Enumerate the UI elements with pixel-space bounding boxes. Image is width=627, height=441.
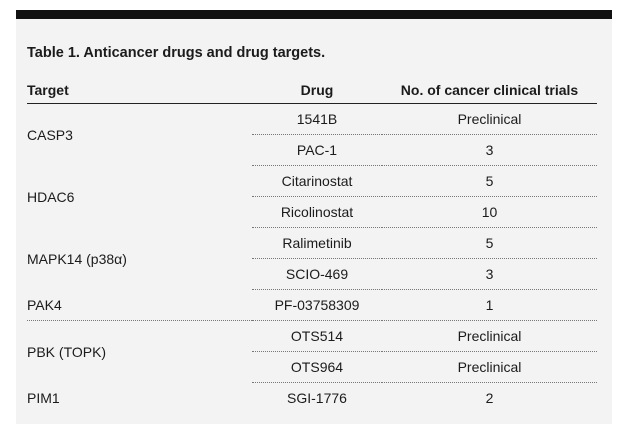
target-cell: MAPK14 (p38α) [27, 250, 127, 267]
trials-cell: 5 [382, 227, 597, 259]
drug-cell: SGI-1776 [287, 390, 347, 407]
trials-cell: Preclinical [382, 103, 597, 135]
trials-cell: Preclinical [382, 320, 597, 352]
target-cell: HDAC6 [27, 188, 75, 205]
table-row: PAK4 PF-03758309 1 [27, 289, 597, 321]
target-cell: CASP3 [27, 126, 73, 143]
trials-cell: 5 [382, 165, 597, 197]
table-row: PAC-1 3 [27, 134, 597, 166]
target-cell: PIM1 [27, 390, 60, 406]
trials-cell: 1 [382, 289, 597, 321]
drug-cell: Ralimetinib [252, 227, 382, 259]
table-row: OTS964 Preclinical [27, 351, 597, 383]
drug-cell: Citarinostat [252, 165, 382, 197]
drug-cell: PF-03758309 [252, 289, 382, 321]
table-row: PIM1 SGI-1776 2 [27, 383, 597, 414]
drug-cell: PAC-1 [252, 134, 382, 166]
drug-cell: Ricolinostat [252, 196, 382, 228]
header-trials: No. of cancer clinical trials [382, 77, 597, 104]
header-drug: Drug [252, 77, 382, 104]
trials-cell: 10 [382, 196, 597, 228]
table-row: Ricolinostat 10 [27, 196, 597, 228]
table-card: Table 1. Anticancer drugs and drug targe… [16, 10, 612, 424]
table-row: HDAC6 Citarinostat 5 [27, 165, 597, 205]
target-cell: PAK4 [27, 289, 252, 321]
drug-cell: 1541B [252, 103, 382, 135]
header-target: Target [27, 77, 252, 104]
trials-cell: 3 [382, 258, 597, 290]
drug-cell: OTS964 [252, 351, 382, 383]
table-row: CASP3 1541B Preclinical [27, 103, 597, 143]
trials-cell: 3 [382, 134, 597, 166]
trials-cell: 2 [485, 390, 494, 407]
table-header-row: Target Drug No. of cancer clinical trial… [27, 77, 597, 104]
drug-target-table: Target Drug No. of cancer clinical trial… [27, 77, 597, 414]
table-row: SCIO-469 3 [27, 258, 597, 290]
table-row: MAPK14 (p38α) Ralimetinib 5 [27, 227, 597, 267]
drug-cell: OTS514 [252, 320, 382, 352]
table-caption: Table 1. Anticancer drugs and drug targe… [27, 45, 326, 61]
target-cell: PBK (TOPK) [27, 343, 107, 360]
table-row: PBK (TOPK) OTS514 Preclinical [27, 320, 597, 360]
drug-cell: SCIO-469 [252, 258, 382, 290]
trials-cell: Preclinical [382, 351, 597, 383]
